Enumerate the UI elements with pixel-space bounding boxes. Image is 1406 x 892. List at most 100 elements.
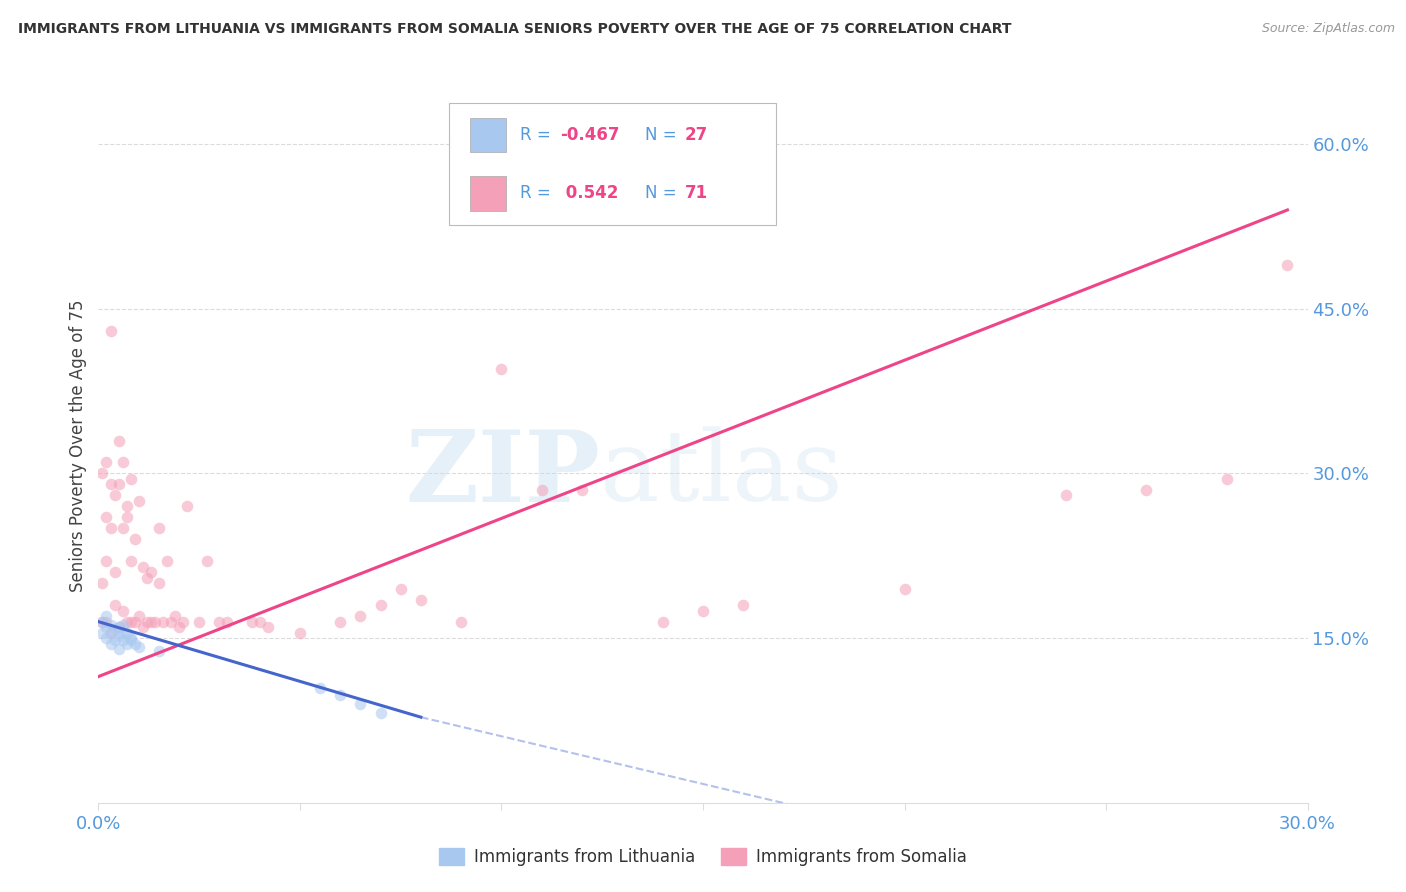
Point <box>111 521 134 535</box>
Point <box>120 554 142 568</box>
Point <box>217 615 239 629</box>
Point <box>100 637 122 651</box>
Point <box>349 697 371 711</box>
Point <box>1277 258 1299 272</box>
Point <box>132 620 155 634</box>
Point <box>370 598 392 612</box>
Text: IMMIGRANTS FROM LITHUANIA VS IMMIGRANTS FROM SOMALIA SENIORS POVERTY OVER THE AG: IMMIGRANTS FROM LITHUANIA VS IMMIGRANTS … <box>18 22 1012 37</box>
Point <box>111 633 134 648</box>
Point <box>96 615 118 629</box>
Point <box>370 706 392 720</box>
Point <box>1054 488 1077 502</box>
Point <box>256 620 278 634</box>
Text: Source: ZipAtlas.com: Source: ZipAtlas.com <box>1261 22 1395 36</box>
Point <box>103 598 125 612</box>
Point <box>115 500 138 514</box>
Point <box>96 609 118 624</box>
Point <box>128 609 150 624</box>
Text: 0.542: 0.542 <box>561 185 619 202</box>
Point <box>249 615 271 629</box>
Point <box>103 633 125 648</box>
Point <box>692 604 714 618</box>
Point <box>208 615 231 629</box>
Text: 71: 71 <box>685 185 709 202</box>
Point <box>288 625 311 640</box>
Point <box>163 609 186 624</box>
Point <box>96 554 118 568</box>
Point <box>91 625 114 640</box>
Point <box>160 615 183 629</box>
Point <box>733 598 755 612</box>
Point <box>107 434 129 448</box>
Point <box>450 615 472 629</box>
Point <box>156 554 179 568</box>
Point <box>491 362 513 376</box>
Point <box>176 500 198 514</box>
Point <box>100 618 122 632</box>
Point <box>100 521 122 535</box>
Point <box>139 566 162 580</box>
Point <box>91 467 114 481</box>
Point <box>148 644 170 658</box>
Point <box>1216 472 1239 486</box>
Point <box>96 455 118 469</box>
Point <box>148 576 170 591</box>
Point <box>111 455 134 469</box>
Point <box>115 615 138 629</box>
Point <box>139 615 162 629</box>
Point <box>329 688 352 702</box>
Point <box>91 576 114 591</box>
Point <box>100 625 122 640</box>
Y-axis label: Seniors Poverty Over the Age of 75: Seniors Poverty Over the Age of 75 <box>69 300 87 592</box>
Point <box>651 615 673 629</box>
Point <box>135 571 157 585</box>
Point <box>409 592 432 607</box>
Point <box>115 510 138 524</box>
Point <box>349 609 371 624</box>
Point <box>96 620 118 634</box>
Text: N =: N = <box>645 126 682 144</box>
Point <box>111 625 134 640</box>
Point <box>100 324 122 338</box>
Point <box>100 625 122 640</box>
Point <box>107 620 129 634</box>
Point <box>103 566 125 580</box>
Point <box>107 477 129 491</box>
Point <box>96 510 118 524</box>
Point <box>167 620 190 634</box>
Point <box>389 582 412 596</box>
Point <box>124 637 146 651</box>
FancyBboxPatch shape <box>449 103 776 225</box>
Text: 27: 27 <box>685 126 709 144</box>
Text: R =: R = <box>520 126 557 144</box>
Point <box>195 554 218 568</box>
Point <box>120 615 142 629</box>
Point <box>530 483 553 497</box>
Point <box>111 618 134 632</box>
Point <box>1135 483 1157 497</box>
Point <box>107 620 129 634</box>
Point <box>128 640 150 654</box>
Text: R =: R = <box>520 185 557 202</box>
Point <box>115 637 138 651</box>
Text: atlas: atlas <box>600 426 844 523</box>
Point <box>172 615 194 629</box>
Text: N =: N = <box>645 185 682 202</box>
Point <box>893 582 915 596</box>
Point <box>107 629 129 643</box>
Legend: Immigrants from Lithuania, Immigrants from Somalia: Immigrants from Lithuania, Immigrants fr… <box>433 841 973 873</box>
Point <box>120 631 142 645</box>
Point <box>103 623 125 637</box>
Point <box>91 615 114 629</box>
Point <box>571 483 593 497</box>
Point <box>329 615 352 629</box>
Point <box>124 533 146 547</box>
Text: -0.467: -0.467 <box>561 126 620 144</box>
Point <box>96 631 118 645</box>
Point <box>124 615 146 629</box>
Point <box>152 615 174 629</box>
Point <box>91 615 114 629</box>
Point <box>143 615 166 629</box>
Point <box>111 604 134 618</box>
Point <box>115 625 138 640</box>
